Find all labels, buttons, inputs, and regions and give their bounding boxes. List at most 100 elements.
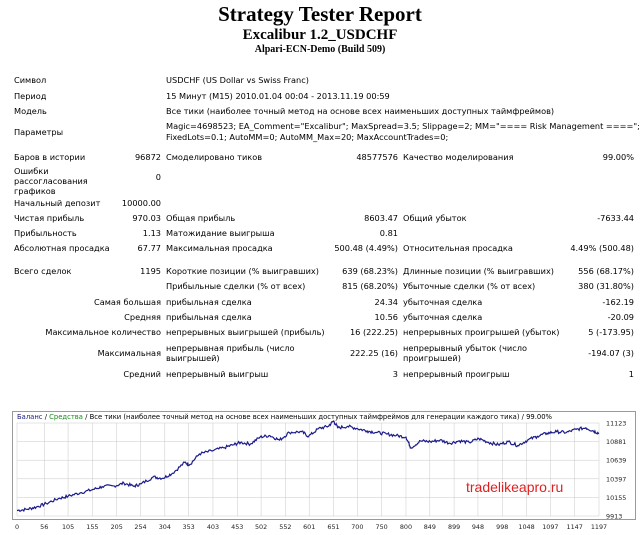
errors-value: 0	[155, 172, 161, 182]
average-label: Средняя	[124, 312, 161, 322]
x-tick-label: 254	[134, 523, 146, 531]
long-positions-label: Длинные позиции (% выигравших)	[403, 266, 554, 276]
max-count-wins-label: непрерывных выигрышей (прибыль)	[166, 327, 325, 337]
abs-drawdown-label: Абсолютная просадка	[14, 243, 110, 253]
y-tick-label: 10881	[606, 438, 626, 446]
avg-consecutive-wins-value: 3	[392, 369, 398, 379]
net-profit-value: 970.03	[132, 213, 161, 223]
chart-grid	[16, 422, 600, 517]
loss-trades-value: 380 (31.80%)	[578, 281, 634, 291]
x-tick-label: 205	[111, 523, 123, 531]
profit-factor-value: 1.13	[142, 228, 161, 238]
params-line-1: Magic=4698523; EA_Comment="Excalibur"; M…	[166, 121, 640, 131]
balance-chart-frame	[12, 411, 636, 520]
largest-loss-label: убыточная сделка	[403, 297, 483, 307]
max-count-wins-value: 16 (222.25)	[349, 327, 398, 337]
max-amount-wins-value: 222.25 (16)	[349, 348, 398, 358]
legend-equity: Средства	[49, 413, 83, 421]
profit-trades-label: Прибыльные сделки (% от всех)	[166, 281, 306, 291]
bars-label: Баров в истории	[14, 152, 86, 162]
max-amount-label: Максимальная	[97, 348, 161, 358]
model-value: Все тики (наиболее точный метод на основ…	[166, 106, 555, 116]
max-count-losses-value: 5 (-173.95)	[588, 327, 634, 337]
avg-consecutive-wins-label: непрерывный выигрыш	[166, 369, 269, 379]
average-loss-value: -20.09	[607, 312, 634, 322]
x-tick-label: 403	[207, 523, 219, 531]
deposit-value: 10000.00	[121, 198, 161, 208]
x-tick-label: 800	[400, 523, 412, 531]
x-tick-label: 601	[303, 523, 315, 531]
x-tick-label: 899	[448, 523, 460, 531]
x-tick-label: 105	[62, 523, 74, 531]
y-tick-label: 10397	[606, 475, 626, 483]
average-loss-label: убыточная сделка	[403, 312, 483, 322]
model-label: Модель	[14, 106, 47, 116]
quality-label: Качество моделирования	[403, 152, 514, 162]
ticks-value: 48577576	[356, 152, 398, 162]
legend-sep: /	[42, 413, 50, 421]
bars-value: 96872	[134, 152, 161, 162]
average-profit-label: прибыльная сделка	[166, 312, 252, 322]
x-tick-label: 502	[255, 523, 267, 531]
x-tick-label: 998	[496, 523, 508, 531]
errors-label: Ошибки рассогласования графиков	[14, 166, 88, 196]
ticks-label: Смоделировано тиков	[166, 152, 263, 162]
params-label: Параметры	[14, 127, 64, 137]
avg-consecutive-losses-label: непрерывный проигрыш	[403, 369, 510, 379]
profit-factor-label: Прибыльность	[14, 228, 77, 238]
rel-drawdown-value: 4.49% (500.48)	[570, 243, 634, 253]
expected-payoff-value: 0.81	[379, 228, 398, 238]
legend-balance: Баланс	[17, 413, 43, 421]
y-tick-label: 9913	[606, 513, 622, 521]
largest-profit-value: 24.34	[374, 297, 398, 307]
x-tick-label: 651	[327, 523, 339, 531]
chart-axes: 9913 10155 10397 10639 10881 11123 0 56 105 155 20…	[15, 420, 626, 532]
gross-loss-label: Общий убыток	[403, 213, 467, 223]
gross-profit-label: Общая прибыль	[166, 213, 236, 223]
abs-drawdown-value: 67.77	[137, 243, 161, 253]
total-trades-label: Всего сделок	[14, 266, 72, 276]
net-profit-label: Чистая прибыль	[14, 213, 85, 223]
max-drawdown-label: Максимальная просадка	[166, 243, 273, 253]
x-tick-label: 1097	[542, 523, 558, 531]
symbol-label: Символ	[14, 75, 47, 85]
period-label: Период	[14, 91, 47, 101]
total-trades-value: 1195	[140, 266, 161, 276]
max-count-label: Максимальное количество	[45, 327, 161, 337]
largest-label: Самая большая	[93, 297, 161, 307]
server-name: Alpari-ECN-Demo (Build 509)	[254, 44, 386, 55]
params-line-2: FixedLots=0.1; AutoMM=0; AutoMM_Max=20; …	[166, 132, 449, 142]
expected-payoff-label: Матожидание выигрыша	[166, 228, 275, 238]
deposit-label: Начальный депозит	[14, 198, 101, 208]
x-tick-label: 353	[183, 523, 195, 531]
x-tick-label: 304	[159, 523, 171, 531]
largest-profit-label: прибыльная сделка	[166, 297, 252, 307]
profit-trades-value: 815 (68.20%)	[342, 281, 398, 291]
report-subtitle: Excalibur 1.2_USDCHF	[242, 27, 398, 43]
max-amount-wins-label: непрерывная прибыль (число выигрышей)	[166, 343, 295, 363]
x-tick-label: 552	[279, 523, 291, 531]
balance-series-line	[16, 420, 600, 513]
loss-trades-label: Убыточные сделки (% от всех)	[403, 281, 536, 291]
x-tick-label: 849	[424, 523, 436, 531]
long-positions-value: 556 (68.17%)	[578, 266, 634, 276]
x-tick-label: 1147	[567, 523, 583, 531]
avg-consecutive-label: Средний	[123, 369, 161, 379]
quality-value: 99.00%	[602, 152, 634, 162]
max-amount-losses-value: -194.07 (3)	[588, 348, 634, 358]
x-tick-label: 155	[86, 523, 98, 531]
average-profit-value: 10.56	[374, 312, 398, 322]
gross-loss-value: -7633.44	[597, 213, 634, 223]
rel-drawdown-label: Относительная просадка	[403, 243, 513, 253]
short-positions-label: Короткие позиции (% выигравших)	[166, 266, 319, 276]
x-tick-label: 750	[376, 523, 388, 531]
max-drawdown-value: 500.48 (4.49%)	[334, 243, 398, 253]
max-amount-losses-label: непрерывный убыток (число проигрышей)	[403, 343, 527, 363]
chart-legend: Баланс / Средства / Все тики (наиболее т…	[17, 413, 552, 421]
x-tick-label: 0	[15, 523, 19, 531]
y-tick-label: 10639	[606, 457, 626, 465]
legend-rest: / Все тики (наиболее точный метод на осн…	[82, 413, 553, 421]
symbol-value: USDCHF (US Dollar vs Swiss Franc)	[166, 75, 309, 85]
x-tick-label: 56	[40, 523, 48, 531]
